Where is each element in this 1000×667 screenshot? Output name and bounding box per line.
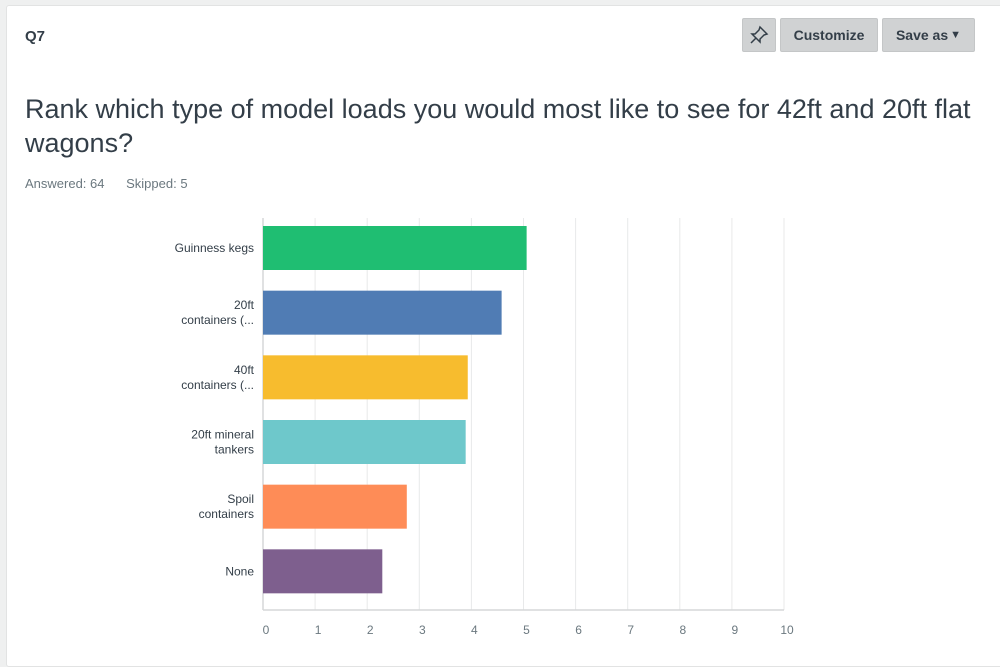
answered-count: Answered: 64 [25, 176, 105, 191]
category-label: 20ft mineral tankers [191, 428, 254, 457]
x-tick-label: 2 [367, 623, 374, 637]
category-label: 20ft containers (... [181, 298, 254, 327]
save-as-label: Save as [895, 27, 949, 43]
save-as-button[interactable]: Save as ▼ [882, 18, 975, 52]
x-tick-label: 3 [419, 623, 426, 637]
bar [263, 355, 468, 400]
x-tick-label: 1 [315, 623, 322, 637]
customize-button[interactable]: Customize [780, 18, 878, 52]
question-card: Q7 Customize Save as ▼ Rank which type o… [6, 5, 1000, 667]
x-tick-label: 0 [263, 623, 270, 637]
category-label: Spoil containers [199, 492, 254, 521]
bar [263, 290, 502, 335]
x-tick-label: 6 [575, 623, 582, 637]
bar [263, 420, 466, 464]
bar-chart: 0 1 2 3 4 5 6 7 8 9 10 Guinness kegs 20ft containers … [175, 218, 794, 637]
x-tick-label: 9 [732, 623, 739, 637]
question-title: Rank which type of model loads you would… [25, 94, 971, 158]
question-number: Q7 [25, 28, 46, 45]
x-tick-label: 7 [627, 623, 634, 637]
x-tick-label: 8 [679, 623, 686, 637]
category-label: Guinness kegs [175, 241, 254, 255]
skipped-count: Skipped: 5 [126, 176, 188, 191]
category-label: None [225, 564, 254, 578]
pin-icon [750, 25, 769, 44]
bar [263, 484, 407, 529]
x-tick-label: 4 [471, 623, 478, 637]
bar [263, 549, 383, 594]
category-label: 40ft containers (... [181, 363, 254, 392]
bar [263, 226, 527, 270]
pin-button[interactable] [742, 18, 776, 52]
caret-down-icon: ▼ [950, 29, 962, 41]
x-tick-label: 5 [523, 623, 530, 637]
response-stats: Answered: 64 Skipped: 5 [25, 176, 206, 191]
x-tick-label: 10 [780, 623, 794, 637]
